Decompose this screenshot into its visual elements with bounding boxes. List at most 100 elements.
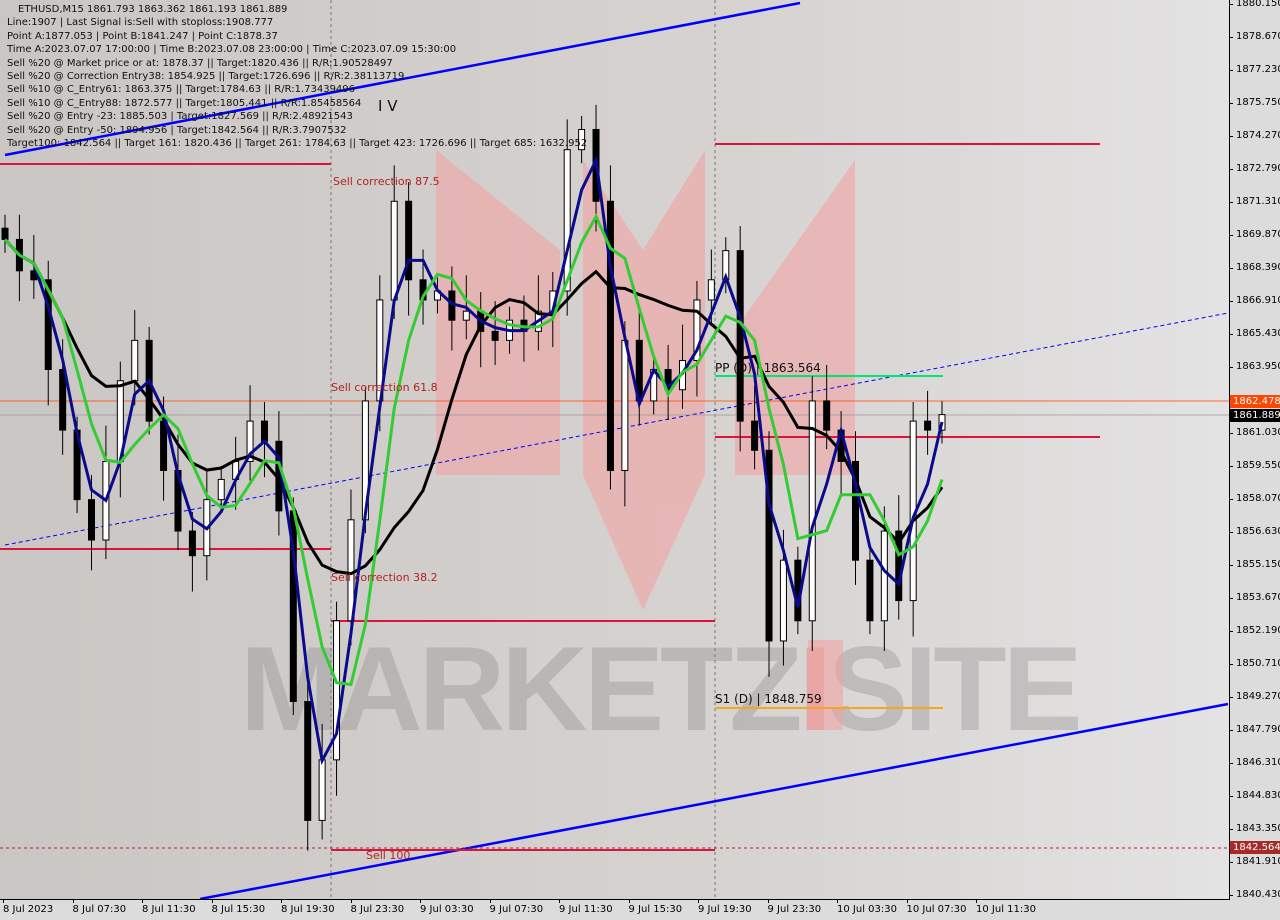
sell-zone-bar bbox=[808, 640, 843, 730]
y-tick-label: 1855.150 bbox=[1229, 559, 1280, 570]
candle-body bbox=[160, 420, 168, 471]
sell-zone-shapes bbox=[436, 150, 855, 730]
candle-body bbox=[304, 701, 312, 821]
candle bbox=[866, 546, 874, 635]
y-tick-label: 1868.390 bbox=[1229, 262, 1280, 273]
candle bbox=[808, 376, 816, 652]
candle-body bbox=[44, 279, 52, 371]
candle bbox=[693, 280, 701, 397]
y-tick-label: 1861.030 bbox=[1229, 427, 1280, 438]
y-tick-label: 1844.830 bbox=[1229, 790, 1280, 801]
sell-zone-arrow bbox=[583, 150, 705, 610]
symbol-line: ETHUSD,M15 1861.793 1863.362 1861.193 18… bbox=[18, 4, 288, 15]
level-label-61: Sell correction 61.8 bbox=[331, 381, 438, 394]
target-price-label: 1842.564 bbox=[1230, 841, 1280, 854]
ask-price-label: 1862.478 bbox=[1230, 395, 1280, 408]
level-label-38: Sell correction 38.2 bbox=[331, 571, 438, 584]
info-line: Sell %10 @ C_Entry88: 1872.577 || Target… bbox=[7, 97, 362, 109]
x-tick-label: 9 Jul 23:30 bbox=[767, 899, 822, 915]
y-tick-label: 1850.710 bbox=[1229, 658, 1280, 669]
candle bbox=[217, 465, 225, 514]
y-tick-label: 1869.870 bbox=[1229, 229, 1280, 240]
candle-body bbox=[347, 519, 355, 622]
candle bbox=[174, 434, 182, 551]
candle bbox=[895, 495, 903, 620]
level-label-87: Sell correction 87.5 bbox=[333, 175, 440, 188]
candle bbox=[1, 214, 9, 253]
info-line: Sell %20 @ Market price or at: 1878.37 |… bbox=[7, 57, 393, 69]
candle-body bbox=[808, 400, 816, 622]
info-line: Target100: 1842.564 || Target 161: 1820.… bbox=[7, 138, 588, 150]
x-tick-label: 8 Jul 2023 bbox=[3, 899, 54, 915]
wave-label: I V bbox=[378, 97, 398, 115]
candle bbox=[664, 344, 672, 420]
candle-body bbox=[880, 530, 888, 622]
y-tick-label: 1875.750 bbox=[1229, 97, 1280, 108]
info-line: Sell %20 @ Entry -23: 1885.503 | Target:… bbox=[7, 111, 353, 123]
candle bbox=[491, 301, 499, 366]
candle-body bbox=[59, 369, 67, 431]
candle-body bbox=[87, 499, 95, 541]
candle-body bbox=[462, 310, 470, 321]
candle-body bbox=[823, 400, 831, 431]
info-line: Sell %20 @ Entry -50: 1894.956 | Target:… bbox=[7, 124, 347, 136]
y-tick-label: 1880.150 bbox=[1229, 0, 1280, 9]
chart-canvas bbox=[0, 0, 1229, 899]
ma-fast-line bbox=[3, 155, 944, 766]
x-tick-label: 8 Jul 19:30 bbox=[281, 899, 335, 915]
candle-body bbox=[390, 200, 398, 301]
trendline-dotted bbox=[4, 312, 1229, 546]
x-tick-label: 8 Jul 23:30 bbox=[350, 899, 405, 915]
y-tick-label: 1846.310 bbox=[1229, 757, 1280, 768]
info-panel: ETHUSD,M15 1861.793 1863.362 1861.193 18… bbox=[7, 3, 587, 150]
candle bbox=[246, 385, 254, 481]
candle-body bbox=[563, 149, 571, 292]
candle-body bbox=[491, 330, 499, 341]
info-line: Line:1907 | Last Signal is:Sell with sto… bbox=[7, 17, 274, 29]
candle-body bbox=[765, 449, 773, 642]
candle bbox=[578, 116, 586, 164]
info-line: Sell %10 @ C_Entry61: 1863.375 || Target… bbox=[7, 84, 356, 96]
y-tick-label: 1859.550 bbox=[1229, 460, 1280, 471]
y-tick-label: 1840.430 bbox=[1229, 889, 1280, 900]
y-tick-label: 1871.310 bbox=[1229, 196, 1280, 207]
x-tick-label: 8 Jul 11:30 bbox=[142, 899, 196, 915]
candle bbox=[852, 431, 860, 585]
x-tick-label: 8 Jul 07:30 bbox=[72, 899, 127, 915]
candle-body bbox=[621, 339, 629, 471]
candle bbox=[347, 489, 355, 646]
pivot-s1-label: S1 (D) | 1848.759 bbox=[715, 692, 822, 706]
channel-lower bbox=[199, 702, 1229, 899]
channel-upper bbox=[4, 1, 801, 157]
candle bbox=[188, 511, 196, 592]
sell-zone-left bbox=[436, 150, 560, 475]
y-tick-label: 1841.910 bbox=[1229, 856, 1280, 867]
candle-body bbox=[260, 420, 268, 442]
level-label-100: Sell 100 bbox=[366, 849, 411, 862]
candle-body bbox=[1, 227, 9, 240]
x-tick-label: 9 Jul 15:30 bbox=[628, 899, 683, 915]
candle-body bbox=[707, 279, 715, 301]
x-tick-label: 8 Jul 15:30 bbox=[211, 899, 266, 915]
info-line: Point A:1877.053 | Point B:1841.247 | Po… bbox=[7, 30, 278, 42]
candle bbox=[736, 225, 744, 452]
candle-body bbox=[693, 299, 701, 362]
x-tick-label: 10 Jul 11:30 bbox=[976, 899, 1036, 915]
candle bbox=[304, 676, 312, 851]
candle-body bbox=[779, 559, 787, 642]
candle-body bbox=[736, 250, 744, 422]
x-tick-label: 10 Jul 03:30 bbox=[837, 899, 897, 915]
y-tick-label: 1866.910 bbox=[1229, 295, 1280, 306]
candle bbox=[606, 165, 614, 490]
y-tick-label: 1853.670 bbox=[1229, 592, 1280, 603]
x-tick-label: 9 Jul 03:30 bbox=[420, 899, 474, 915]
x-tick-label: 9 Jul 19:30 bbox=[698, 899, 752, 915]
y-tick-label: 1865.430 bbox=[1229, 328, 1280, 339]
candle-body bbox=[246, 420, 254, 462]
y-tick-label: 1877.230 bbox=[1229, 64, 1280, 75]
y-tick-label: 1847.790 bbox=[1229, 724, 1280, 735]
y-tick-label: 1863.950 bbox=[1229, 361, 1280, 372]
candle bbox=[405, 182, 413, 316]
candle bbox=[880, 506, 888, 652]
candle-body bbox=[866, 559, 874, 622]
